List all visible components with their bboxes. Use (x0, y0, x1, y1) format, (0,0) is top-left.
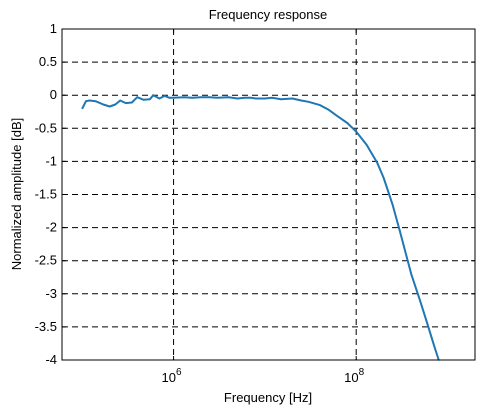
data-point (94, 100, 97, 102)
data-point (136, 96, 138, 98)
data-point (158, 97, 161, 100)
data-point (168, 97, 171, 99)
data-point (131, 101, 133, 104)
y-tick-label: -2.5 (35, 253, 57, 268)
x-tick-exponent: 8 (359, 367, 365, 378)
data-point (327, 109, 330, 111)
data-point (108, 105, 111, 108)
x-tick-layer: 106 108 (162, 29, 365, 385)
data-point (346, 122, 349, 124)
data-point (209, 96, 211, 98)
data-point (335, 114, 337, 116)
y-tick-label: -1.5 (35, 187, 57, 202)
y-tick-label: -2 (45, 220, 57, 235)
data-point (280, 98, 282, 100)
data-point (227, 96, 230, 98)
data-point (85, 100, 87, 102)
y-tick-label: 0.5 (39, 54, 57, 69)
data-point (264, 97, 266, 100)
data-point (114, 103, 117, 106)
data-point (125, 102, 127, 104)
y-tick-label: -0.5 (35, 120, 57, 135)
chart-title: Frequency response (209, 7, 328, 22)
data-point (243, 97, 246, 99)
data-point (102, 103, 105, 106)
y-axis-label: Normalized amplitude [dB] (9, 118, 24, 270)
y-tick-label: 1 (50, 21, 57, 36)
data-point (307, 101, 310, 103)
y-tick-label: -1 (45, 153, 57, 168)
data-point (419, 299, 421, 302)
x-tick-base: 10 (162, 370, 176, 385)
data-point (191, 97, 193, 99)
data-point (271, 97, 273, 99)
data-point (236, 97, 239, 100)
data-point (172, 97, 175, 99)
y-tick-label: -3.5 (35, 319, 57, 334)
data-point (355, 130, 358, 133)
data-point (410, 273, 413, 275)
data-point (291, 97, 294, 100)
data-point (376, 161, 379, 164)
y-tick-label: 0 (50, 87, 57, 102)
x-tick-base: 10 (344, 370, 358, 385)
data-point (249, 97, 252, 99)
data-point (300, 99, 303, 102)
data-point (152, 94, 155, 96)
data-point (319, 104, 321, 106)
x-tick-label: 106 (162, 367, 182, 385)
data-point (391, 203, 394, 206)
data-point (432, 342, 435, 345)
data-point (399, 230, 401, 232)
series-layer (81, 94, 440, 361)
data-point (255, 97, 257, 100)
x-tick-label: 108 (344, 367, 364, 385)
y-tick-layer: 1 0.5 0 -0.5 -1 -1.5 -2 -2.5 -3 -3.5 -4 (35, 21, 475, 367)
data-point (426, 322, 429, 325)
data-point (81, 107, 84, 110)
x-tick-exponent: 6 (176, 367, 182, 378)
data-point (382, 177, 385, 179)
data-point (88, 99, 91, 102)
data-point (149, 98, 151, 100)
data-point (163, 95, 166, 97)
grid-layer (62, 29, 475, 360)
data-point (119, 99, 121, 102)
data-point (365, 144, 368, 146)
y-tick-label: -4 (45, 352, 57, 367)
data-point (142, 99, 145, 101)
x-axis-label: Frequency [Hz] (224, 390, 312, 405)
data-point (183, 96, 185, 98)
data-point (216, 97, 218, 99)
y-tick-label: -3 (45, 286, 57, 301)
data-point (200, 96, 202, 98)
